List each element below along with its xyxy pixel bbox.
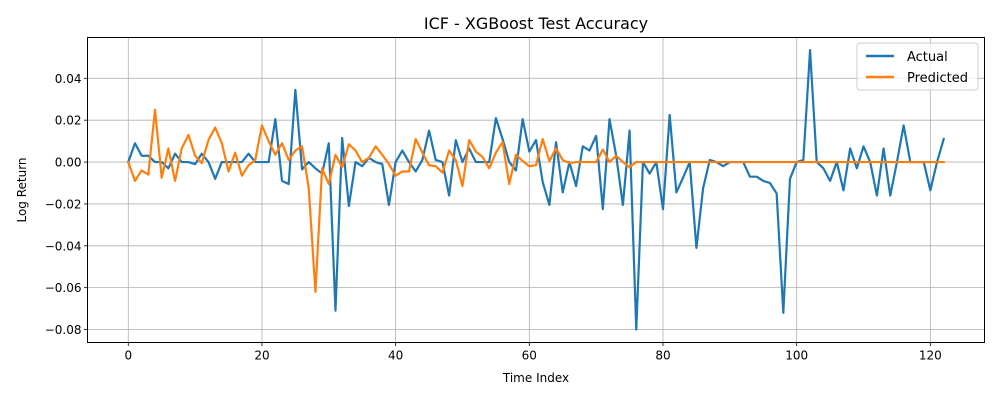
y-tick-label: −0.04: [45, 239, 82, 253]
y-tick-label: −0.06: [45, 281, 82, 295]
x-tick-label: 60: [522, 349, 537, 363]
y-tick-label: −0.08: [45, 323, 82, 337]
series-line-actual: [126, 48, 946, 331]
axes: 0 20 40 60 80 100 120 −0.08 −0.06 −0.04 −0.02 0.00 0…: [45, 72, 942, 363]
legend-label-predicted: Predicted: [907, 71, 968, 86]
series-lines: [126, 48, 946, 331]
x-tick-label: 100: [785, 349, 808, 363]
y-axis-label: Log Return: [15, 157, 29, 222]
y-tick-label: 0.04: [55, 72, 82, 86]
series-line-predicted: [126, 108, 945, 293]
y-tick-label: −0.02: [45, 197, 82, 211]
chart-title: ICF - XGBoost Test Accuracy: [424, 14, 648, 33]
y-tick-label: 0.02: [55, 114, 82, 128]
x-tick-label: 120: [919, 349, 942, 363]
x-tick-label: 40: [388, 349, 403, 363]
legend-label-actual: Actual: [907, 50, 948, 65]
x-tick-label: 0: [124, 349, 132, 363]
x-tick-label: 20: [254, 349, 269, 363]
plot-frame: [87, 37, 985, 343]
legend: Actual Predicted: [856, 42, 979, 91]
x-axis-label: Time Index: [502, 371, 569, 385]
y-tick-label: 0.00: [55, 156, 82, 170]
x-tick-label: 80: [655, 349, 670, 363]
